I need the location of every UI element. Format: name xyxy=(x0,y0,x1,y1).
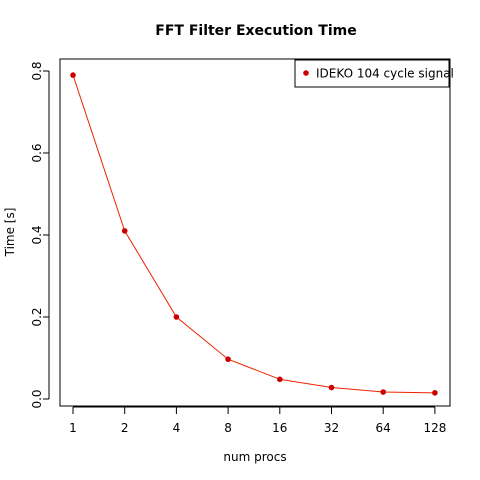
x-tick-label: 128 xyxy=(423,421,446,435)
data-point xyxy=(277,376,283,383)
chart-title: FFT Filter Execution Time xyxy=(155,23,356,39)
x-axis-label: num procs xyxy=(223,450,286,464)
x-tick-label: 64 xyxy=(376,421,391,435)
plot-area-frame xyxy=(59,58,451,407)
data-point xyxy=(173,314,180,320)
series-layer xyxy=(70,72,438,396)
x-tick-label: 4 xyxy=(173,421,181,435)
y-tick-label: 0.4 xyxy=(30,225,44,244)
y-axis-label: Time [s] xyxy=(3,208,17,258)
data-point xyxy=(121,228,128,234)
y-axis: 0.0 0.2 0.4 0.6 0.8 xyxy=(30,61,50,409)
x-tick-label: 1 xyxy=(69,421,77,435)
data-point xyxy=(70,72,76,78)
data-point xyxy=(225,356,231,363)
legend-marker xyxy=(303,70,309,76)
data-point xyxy=(380,389,387,395)
legend-label: IDEKO 104 cycle signal xyxy=(316,67,454,81)
x-tick-label: 2 xyxy=(121,421,129,435)
legend-box xyxy=(294,59,450,88)
x-tick-label: 32 xyxy=(324,421,339,435)
y-tick-label: 0.6 xyxy=(30,143,44,162)
series-line xyxy=(72,74,435,394)
data-point xyxy=(432,390,438,396)
x-tick-label: 8 xyxy=(224,421,232,435)
x-tick-label: 16 xyxy=(272,421,287,435)
data-point xyxy=(328,384,335,391)
x-axis: 1 2 4 8 16 32 64 128 xyxy=(69,406,446,435)
y-tick-label: 0.8 xyxy=(30,61,44,80)
y-tick-label: 0.2 xyxy=(30,307,44,326)
legend: IDEKO 104 cycle signal xyxy=(294,59,454,88)
y-tick-label: 0.0 xyxy=(30,389,44,408)
